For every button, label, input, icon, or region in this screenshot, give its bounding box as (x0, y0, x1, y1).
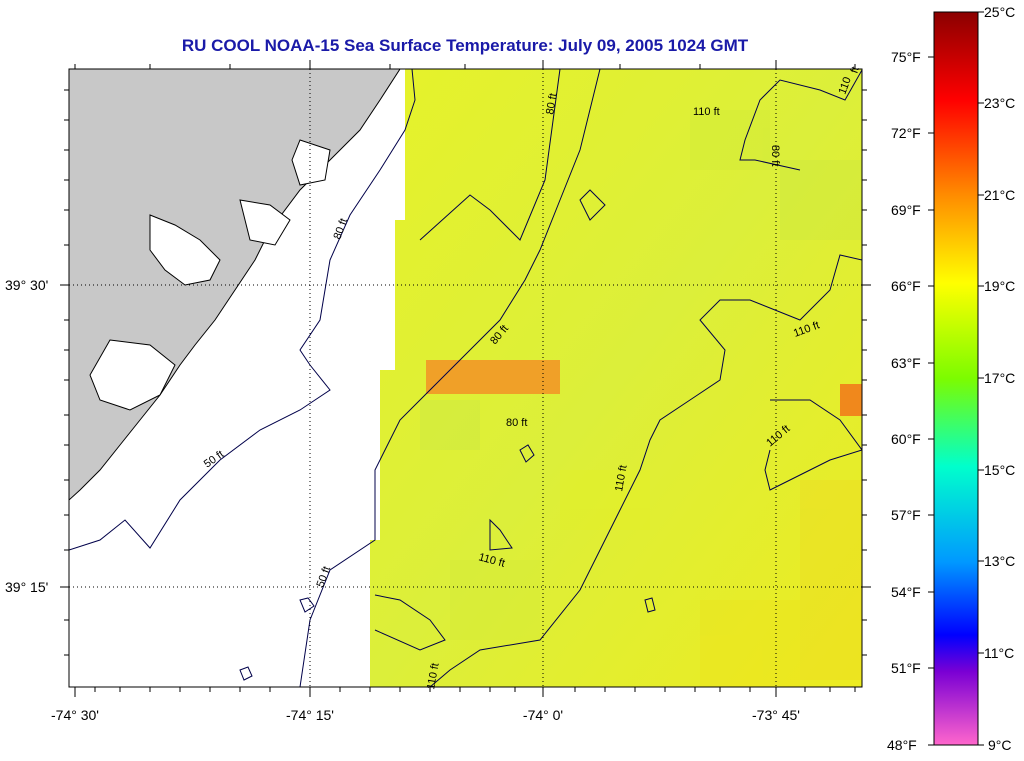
contour-label: 110 ft (425, 662, 441, 690)
bay-3 (239, 199, 291, 246)
bay (149, 214, 221, 286)
colorbar (933, 11, 979, 746)
fahrenheit-label: 66°F (891, 278, 921, 294)
fahrenheit-label: 57°F (891, 507, 921, 523)
fahrenheit-label: 51°F (891, 660, 921, 676)
contour-label: 110 ft (693, 106, 720, 118)
warm-anomaly (426, 360, 560, 394)
celsius-label: 15°C (984, 462, 1015, 478)
celsius-label: 17°C (984, 370, 1015, 386)
fahrenheit-label: 60°F (891, 431, 921, 447)
fahrenheit-label: 54°F (891, 584, 921, 600)
celsius-label: 11°C (984, 645, 1014, 661)
contour-label: 110 (837, 75, 854, 96)
lon-label-4: -73° 45' (752, 707, 800, 723)
fahrenheit-label: 69°F (891, 202, 921, 218)
bay-2 (89, 339, 176, 411)
celsius-label: 19°C (984, 278, 1015, 294)
right-ticks (862, 89, 871, 656)
celsius-label: 23°C (984, 95, 1015, 111)
warm-anomaly-east (840, 384, 862, 416)
fahrenheit-label: 72°F (891, 125, 921, 141)
left-ticks (60, 89, 69, 656)
bathymetry-contours (69, 69, 862, 687)
bottom-ticks (74, 687, 856, 697)
lat-label-2: 39° 15' (5, 579, 48, 595)
contour-label: ft (849, 65, 862, 75)
fahrenheit-label: 63°F (891, 355, 921, 371)
contour-label: 80 ft (769, 145, 781, 166)
fahrenheit-label: 75°F (891, 49, 921, 65)
celsius-label: 9°C (988, 737, 1012, 753)
fahrenheit-label: 48°F (887, 737, 917, 753)
graticule (69, 69, 862, 687)
sst-field (370, 69, 862, 687)
top-ticks (74, 60, 856, 69)
contour-label: 110 ft (613, 464, 629, 492)
map-title: RU COOL NOAA-15 Sea Surface Temperature:… (181, 36, 749, 55)
colorbar-ticks (928, 11, 984, 746)
celsius-label: 25°C (984, 4, 1015, 20)
lon-label-2: -74° 15' (286, 707, 334, 723)
celsius-label: 13°C (984, 553, 1015, 569)
contour-label: 80 ft (544, 92, 560, 115)
bay-4 (291, 139, 331, 186)
lon-label-1: -74° 30' (51, 707, 99, 723)
lat-label-1: 39° 30' (5, 277, 48, 293)
celsius-label: 21°C (984, 187, 1015, 203)
lon-label-3: -74° 0' (523, 707, 563, 723)
contour-label: 80 ft (506, 417, 527, 429)
